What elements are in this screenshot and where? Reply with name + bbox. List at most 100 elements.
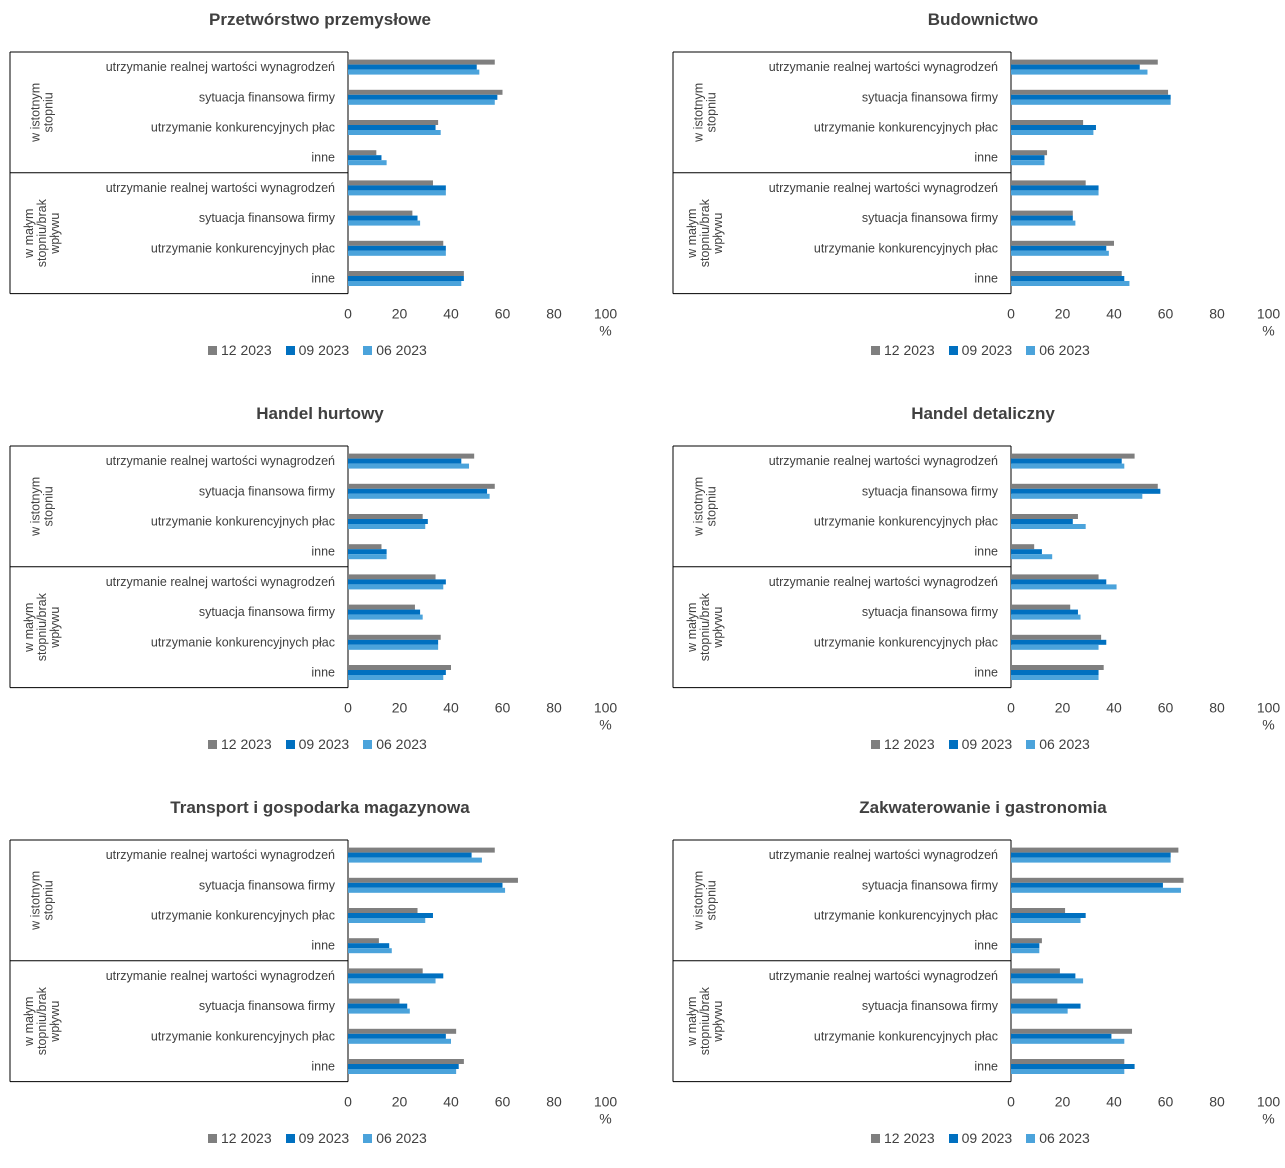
legend-item: 06 2023 xyxy=(1026,342,1090,358)
bar xyxy=(348,574,436,580)
bar xyxy=(348,160,387,166)
bar xyxy=(348,882,503,888)
chart-panel: Transport i gospodarka magazynowa w istot… xyxy=(0,788,640,1168)
bar xyxy=(1011,857,1171,863)
x-tick-label: 0 xyxy=(1007,700,1015,716)
bar xyxy=(348,240,444,246)
legend: 12 2023 09 2023 06 2023 xyxy=(208,342,441,358)
bar xyxy=(348,847,495,853)
x-tick-label: 0 xyxy=(344,306,352,322)
bar xyxy=(1011,614,1081,620)
legend-item: 06 2023 xyxy=(363,736,427,752)
bar xyxy=(348,639,439,645)
bar xyxy=(348,852,472,858)
bar xyxy=(348,1038,451,1044)
group-label: w istotnymstopniu xyxy=(692,477,719,537)
x-tick-label: 100 xyxy=(1257,1094,1281,1110)
legend-swatch xyxy=(285,1134,295,1143)
bar xyxy=(1011,453,1135,459)
bar xyxy=(348,978,436,984)
bar xyxy=(1011,1064,1135,1069)
bar xyxy=(1011,69,1148,75)
bar xyxy=(348,210,413,216)
bar xyxy=(348,59,495,65)
x-tick-label: 100 xyxy=(594,1094,618,1110)
category-label: inne xyxy=(311,1060,335,1074)
category-label: inne xyxy=(974,151,998,165)
x-axis-unit: % xyxy=(1262,717,1274,733)
category-label: utrzymanie realnej wartości wynagrodzeń xyxy=(769,969,998,983)
chart-title: Handel hurtowy xyxy=(256,404,384,423)
category-label: sytuacja finansowa firmy xyxy=(199,878,336,892)
category-label: utrzymanie konkurencyjnych płac xyxy=(151,121,335,135)
chart-title: Budownictwo xyxy=(927,10,1039,29)
bar xyxy=(348,1028,457,1034)
category-label: utrzymanie realnej wartości wynagrodzeń xyxy=(106,454,335,468)
group-label: w małymstopniu/brakwpływu xyxy=(22,986,62,1055)
legend-swatch xyxy=(1026,346,1036,355)
legend-item: 09 2023 xyxy=(948,736,1013,752)
bar xyxy=(348,125,436,130)
x-tick-label: 20 xyxy=(1055,1094,1071,1110)
group-label: w małymstopniu/brakwpływu xyxy=(685,592,725,661)
x-axis-unit: % xyxy=(599,323,611,339)
category-label: sytuacja finansowa firmy xyxy=(862,878,999,892)
bar xyxy=(348,887,506,893)
legend: 12 2023 09 2023 06 2023 xyxy=(871,736,1104,752)
category-label: utrzymanie konkurencyjnych płac xyxy=(814,241,998,255)
bar xyxy=(348,998,400,1004)
bar xyxy=(348,276,464,281)
bar xyxy=(348,180,433,186)
x-axis-unit: % xyxy=(1262,1111,1274,1127)
legend-item: 12 2023 xyxy=(871,736,935,752)
legend-label: 06 2023 xyxy=(376,342,427,358)
legend-item: 09 2023 xyxy=(285,342,349,358)
legend-item: 06 2023 xyxy=(1026,1130,1090,1146)
bar xyxy=(1011,281,1130,286)
bar xyxy=(1011,913,1086,918)
bar xyxy=(1011,544,1035,550)
x-tick-label: 40 xyxy=(1106,700,1122,716)
bar xyxy=(1011,215,1073,221)
legend-label: 09 2023 xyxy=(961,736,1013,752)
category-label: inne xyxy=(311,545,335,559)
group-label: w małymstopniu/brakwpływu xyxy=(22,592,62,661)
bar xyxy=(1011,574,1099,580)
chart-panel: Zakwaterowanie i gastronomia w istotnymst… xyxy=(663,788,1285,1168)
legend-label: 09 2023 xyxy=(298,736,350,752)
group-label: w istotnymstopniu xyxy=(692,83,719,143)
bar xyxy=(1011,978,1084,984)
legend-label: 12 2023 xyxy=(884,736,935,752)
bar xyxy=(348,675,444,680)
x-tick-label: 20 xyxy=(1055,306,1071,322)
category-label: utrzymanie realnej wartości wynagrodzeń xyxy=(106,969,335,983)
category-label: inne xyxy=(974,666,998,680)
category-label: inne xyxy=(311,939,335,953)
bar xyxy=(348,877,518,883)
bar xyxy=(348,908,418,913)
bar xyxy=(1011,882,1163,888)
chart-plot: w istotnymstopniu w małymstopniu/brakwpły… xyxy=(9,839,618,1127)
category-label: inne xyxy=(974,545,998,559)
x-axis-unit: % xyxy=(1262,323,1274,339)
legend-swatch xyxy=(208,346,217,355)
bar xyxy=(348,973,444,979)
category-label: utrzymanie realnej wartości wynagrodzeń xyxy=(106,60,335,74)
legend: 12 2023 09 2023 06 2023 xyxy=(208,736,441,752)
bar xyxy=(348,857,482,863)
group-label: w małymstopniu/brakwpływu xyxy=(22,198,62,267)
x-tick-label: 80 xyxy=(546,700,562,716)
bar xyxy=(1011,59,1158,65)
chart-title: Zakwaterowanie i gastronomia xyxy=(859,798,1107,817)
bar xyxy=(1011,514,1078,519)
bar xyxy=(348,190,446,196)
bar xyxy=(348,245,446,251)
bar xyxy=(348,665,451,670)
bar xyxy=(348,483,495,489)
bar xyxy=(348,1069,457,1074)
bar xyxy=(1011,519,1073,524)
bar xyxy=(348,1003,408,1009)
legend-item: 09 2023 xyxy=(285,1130,349,1146)
bar xyxy=(348,281,462,286)
category-label: inne xyxy=(311,272,335,286)
